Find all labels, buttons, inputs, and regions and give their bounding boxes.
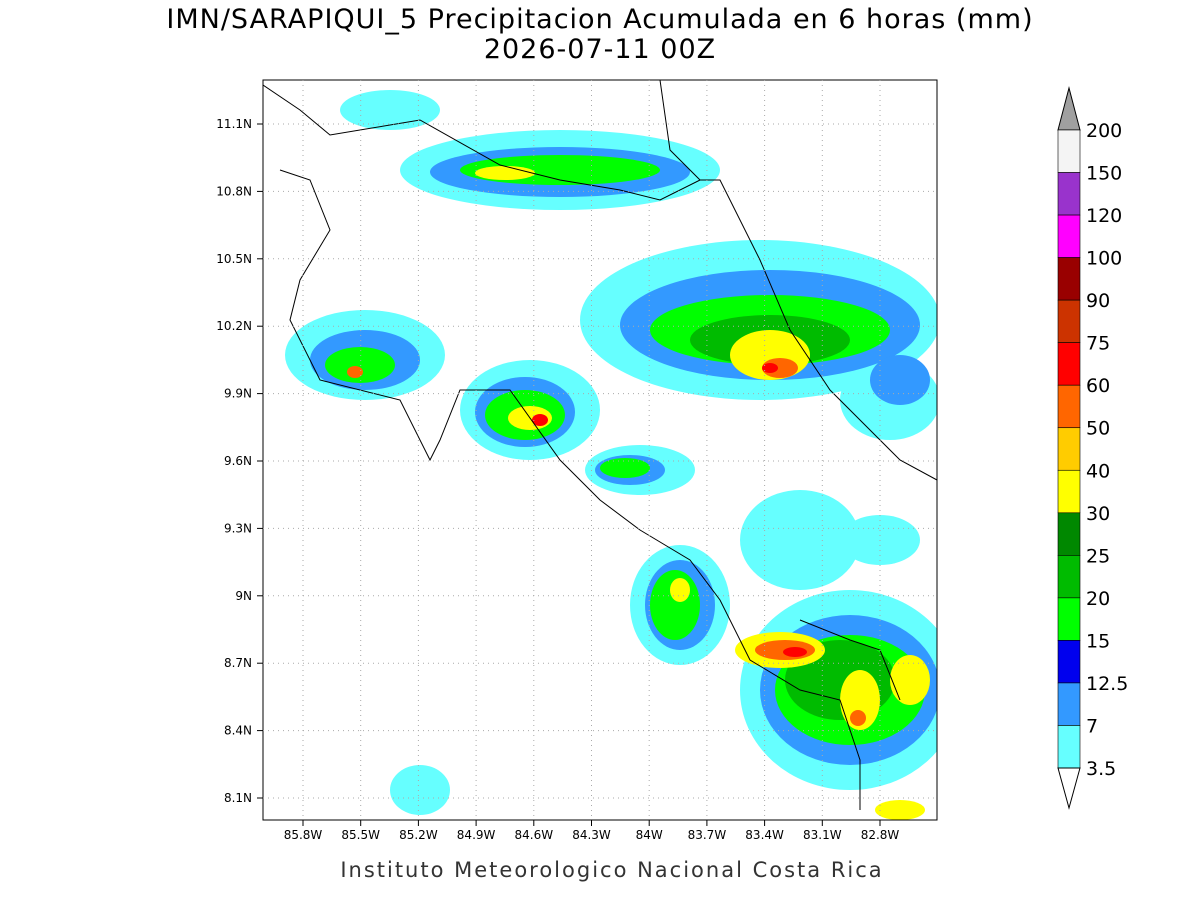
lat-tick-label: 9.6N xyxy=(224,454,252,468)
subtitle: 2026-07-11 00Z xyxy=(484,34,716,65)
colorbar-swatch xyxy=(1057,427,1081,471)
colorbar-swatch xyxy=(1057,257,1081,301)
lat-tick-label: 9.3N xyxy=(224,521,252,535)
colorbar-label: 3.5 xyxy=(1086,758,1116,780)
lon-tick-label: 83.1W xyxy=(803,828,842,842)
lon-tick-label: 85.8W xyxy=(284,828,323,842)
lat-tick-label: 8.7N xyxy=(224,656,252,670)
colorbar-swatch xyxy=(1057,172,1081,216)
colorbar-swatch xyxy=(1057,469,1081,514)
lat-tick-label: 11.1N xyxy=(216,117,252,131)
colorbar-swatch xyxy=(1057,512,1081,556)
lat-tick-label: 9N xyxy=(235,589,252,603)
colorbar-label: 200 xyxy=(1086,120,1122,142)
colorbar-label: 15 xyxy=(1086,630,1110,652)
colorbar-swatch xyxy=(1057,214,1081,258)
colorbar-label: 100 xyxy=(1086,248,1122,270)
colorbar-swatch xyxy=(1057,597,1081,641)
map-frame xyxy=(262,79,938,821)
lat-tick-label: 8.1N xyxy=(224,791,252,805)
colorbar-label: 25 xyxy=(1086,545,1110,567)
colorbar-over xyxy=(1057,86,1081,131)
colorbar-swatch xyxy=(1057,725,1081,769)
lon-tick-label: 82.8W xyxy=(861,828,900,842)
lon-tick-label: 83.4W xyxy=(745,828,784,842)
colorbar-label: 30 xyxy=(1086,503,1110,525)
colorbar-label: 20 xyxy=(1086,588,1110,610)
colorbar-label: 90 xyxy=(1086,290,1110,312)
lon-tick-label: 85.5W xyxy=(341,828,380,842)
lon-tick-label: 84.3W xyxy=(572,828,611,842)
colorbar-under xyxy=(1057,767,1081,810)
lon-tick-label: 83.7W xyxy=(688,828,727,842)
colorbar-label: 60 xyxy=(1086,375,1110,397)
colorbar-swatch xyxy=(1057,640,1081,684)
lon-tick-label: 84.6W xyxy=(515,828,554,842)
lon-tick-label: 85.2W xyxy=(399,828,438,842)
colorbar-label: 40 xyxy=(1086,460,1110,482)
lat-tick-label: 10.5N xyxy=(216,252,252,266)
colorbar-swatch xyxy=(1057,342,1081,386)
precip-field xyxy=(263,80,937,820)
lon-tick-label: 84.9W xyxy=(457,828,496,842)
colorbar-label: 120 xyxy=(1086,205,1122,227)
lat-tick-label: 10.2N xyxy=(216,319,252,333)
colorbar-label: 12.5 xyxy=(1086,673,1128,695)
colorbar-swatch xyxy=(1057,555,1081,599)
lat-tick-label: 10.8N xyxy=(216,184,252,198)
colorbar-label: 50 xyxy=(1086,418,1110,440)
colorbar-swatch xyxy=(1057,129,1081,173)
footer: Instituto Meteorologico Nacional Costa R… xyxy=(340,858,883,882)
title: IMN/SARAPIQUI_5 Precipitacion Acumulada … xyxy=(166,4,1033,35)
colorbar-label: 150 xyxy=(1086,163,1122,185)
colorbar-swatch xyxy=(1057,682,1081,726)
lon-tick-label: 84W xyxy=(636,828,663,842)
colorbar-label: 7 xyxy=(1086,715,1098,737)
colorbar-swatch xyxy=(1057,299,1081,343)
colorbar-label: 75 xyxy=(1086,333,1110,355)
lat-tick-label: 9.9N xyxy=(224,387,252,401)
lat-tick-label: 8.4N xyxy=(224,724,252,738)
colorbar-swatch xyxy=(1057,384,1081,429)
